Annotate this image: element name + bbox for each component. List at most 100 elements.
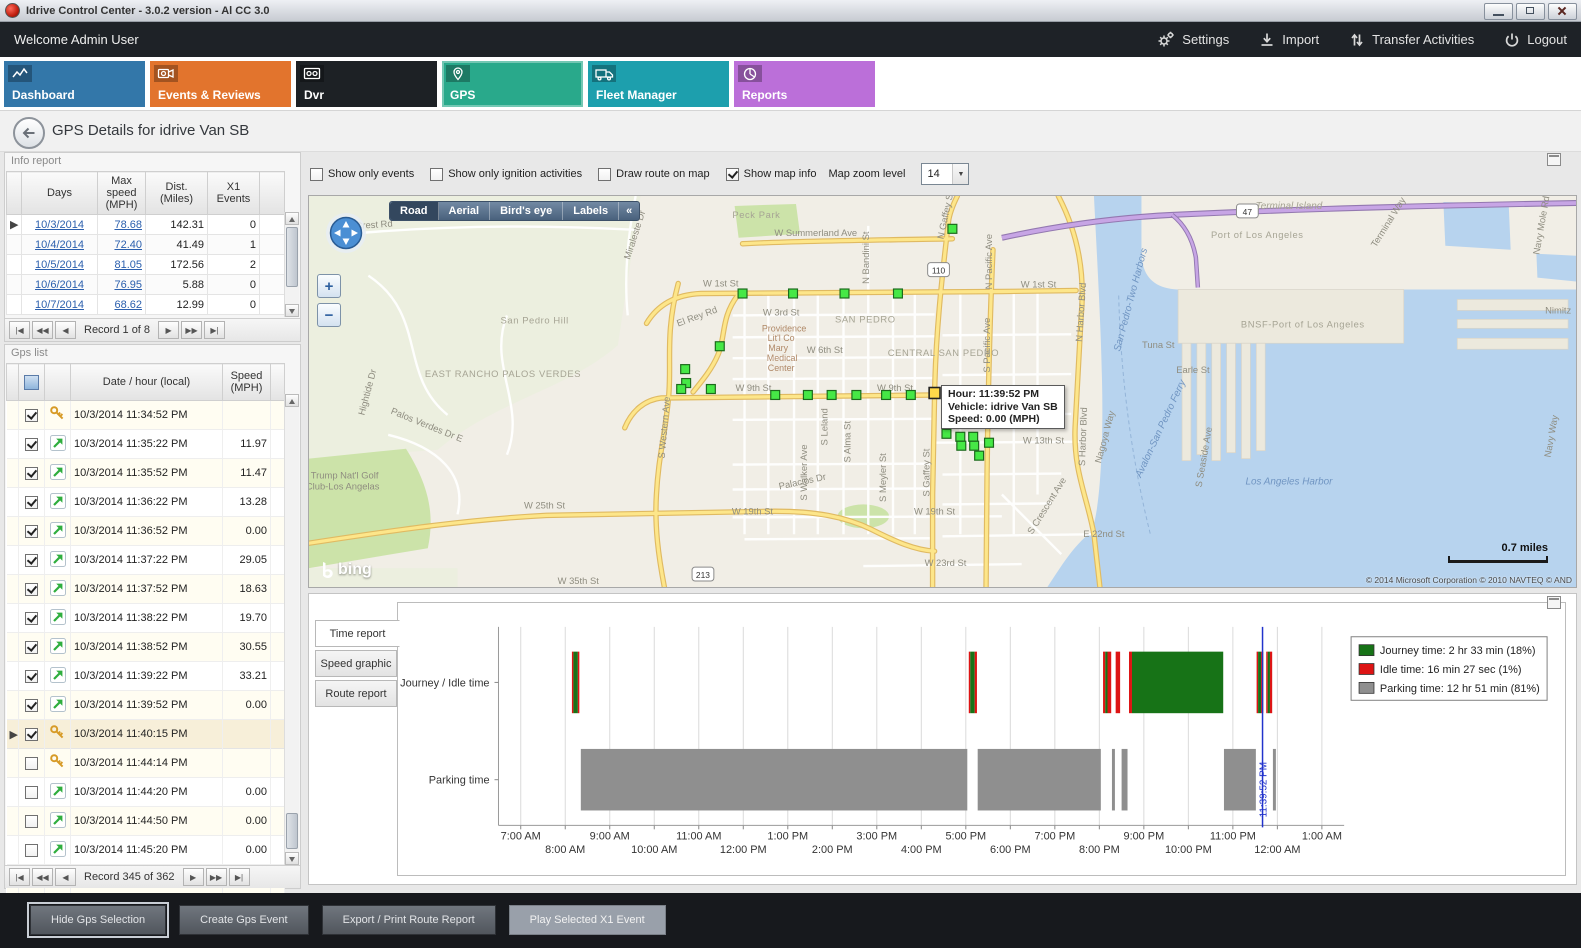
tab-gps[interactable]: GPS <box>442 61 583 107</box>
map-zoom-select[interactable]: 14 ▼ <box>921 163 970 185</box>
pager-prev-group-button[interactable]: ◀◀ <box>32 868 53 886</box>
max-speed-link[interactable]: 78.68 <box>114 218 142 231</box>
close-button[interactable] <box>1548 3 1577 20</box>
gps-marker[interactable] <box>892 288 904 299</box>
day-link[interactable]: 10/4/2014 <box>35 238 84 251</box>
gps-marker[interactable] <box>714 341 725 352</box>
day-link[interactable]: 10/3/2014 <box>35 218 84 231</box>
col-x1-events[interactable]: X1 Events <box>207 171 260 215</box>
play-selected-x1-event-button[interactable]: Play Selected X1 Event <box>508 905 666 935</box>
max-speed-link[interactable]: 68.62 <box>114 298 142 311</box>
gps-marker[interactable] <box>705 383 716 395</box>
day-link[interactable]: 10/5/2014 <box>35 258 84 271</box>
tab-fleet-manager[interactable]: Fleet Manager <box>588 61 729 107</box>
max-speed-link[interactable]: 81.05 <box>114 258 142 271</box>
scroll-down-icon[interactable] <box>285 304 299 317</box>
pager-next-group-button[interactable]: ▶▶ <box>181 321 203 339</box>
pager-first-button[interactable]: |◀ <box>9 321 30 339</box>
gps-list-scrollbar[interactable] <box>284 394 299 865</box>
map-style-road[interactable]: Road <box>390 202 439 220</box>
minimize-button[interactable] <box>1484 3 1513 20</box>
gps-marker[interactable] <box>956 440 967 451</box>
pager-next-group-button[interactable]: ▶▶ <box>205 868 227 886</box>
col-distance[interactable]: Dist. (Miles) <box>145 171 208 215</box>
gps-list-row[interactable]: 10/3/2014 11:45:20 PM 0.00 <box>6 835 285 865</box>
gps-marker[interactable] <box>969 440 980 451</box>
pager-next-button[interactable]: ▶ <box>158 321 180 339</box>
gps-list-row[interactable]: 10/3/2014 11:37:22 PM 29.05 <box>6 545 285 575</box>
row-checkbox[interactable] <box>18 487 45 517</box>
gps-list-row[interactable]: ▶ 10/3/2014 11:40:15 PM <box>6 719 285 749</box>
logout-button[interactable]: Logout <box>1504 32 1567 48</box>
scroll-up-icon[interactable] <box>285 212 299 225</box>
tab-dvr[interactable]: Dvr <box>296 61 437 107</box>
gps-list-row[interactable]: 10/3/2014 11:38:52 PM 30.55 <box>6 632 285 662</box>
row-checkbox[interactable] <box>18 632 45 662</box>
tab-reports[interactable]: Reports <box>734 61 875 107</box>
gps-marker[interactable] <box>676 383 687 395</box>
row-checkbox[interactable] <box>18 400 45 430</box>
maximize-button[interactable] <box>1516 3 1545 20</box>
pager-next-button[interactable]: ▶ <box>182 868 204 886</box>
gps-list-row[interactable]: 10/3/2014 11:36:52 PM 0.00 <box>6 516 285 546</box>
gps-list-row[interactable]: 10/3/2014 11:35:22 PM 11.97 <box>6 429 285 459</box>
gps-marker[interactable] <box>905 389 916 401</box>
import-button[interactable]: Import <box>1259 32 1319 48</box>
selected-gps-marker[interactable] <box>928 386 941 400</box>
row-checkbox[interactable] <box>18 835 45 865</box>
gps-marker[interactable] <box>802 389 813 401</box>
gps-marker[interactable] <box>787 288 799 299</box>
gps-marker[interactable] <box>974 450 985 461</box>
row-checkbox[interactable] <box>18 719 45 749</box>
gps-list-row[interactable]: 10/3/2014 11:44:50 PM 0.00 <box>6 806 285 836</box>
maximize-map-panel-button[interactable] <box>1547 153 1561 166</box>
tab-speed-graphic[interactable]: Speed graphic <box>315 650 397 677</box>
scroll-thumb[interactable] <box>286 813 298 849</box>
row-checkbox[interactable] <box>18 429 45 459</box>
max-speed-link[interactable]: 72.40 <box>114 238 142 251</box>
col-datetime[interactable]: Date / hour (local) <box>70 363 223 401</box>
row-checkbox[interactable] <box>18 777 45 807</box>
chevron-down-icon[interactable]: ▼ <box>952 164 969 184</box>
row-checkbox[interactable] <box>18 516 45 546</box>
gps-marker[interactable] <box>737 288 748 299</box>
row-checkbox[interactable] <box>18 603 45 633</box>
draw-route-on-map-checkbox[interactable]: Draw route on map <box>598 167 710 181</box>
info-report-row[interactable]: 10/7/2014 68.62 12.99 0 <box>6 294 285 315</box>
gps-list-row[interactable]: 10/3/2014 11:39:22 PM 33.21 <box>6 661 285 691</box>
row-checkbox[interactable] <box>18 458 45 488</box>
day-link[interactable]: 10/6/2014 <box>35 278 84 291</box>
tab-dashboard[interactable]: Dashboard <box>4 61 145 107</box>
gps-list-row[interactable]: 10/3/2014 11:44:14 PM <box>6 748 285 778</box>
info-report-row[interactable]: 10/6/2014 76.95 5.88 0 <box>6 274 285 295</box>
collapse-map-nav-button[interactable]: « <box>626 205 633 217</box>
zoom-in-button[interactable]: + <box>317 274 341 298</box>
gps-marker[interactable] <box>941 428 952 439</box>
map-style-birdseye[interactable]: Bird's eye <box>490 202 564 220</box>
show-only-events-checkbox[interactable]: Show only events <box>310 167 414 181</box>
export-print-route-report-button[interactable]: Export / Print Route Report <box>321 905 496 935</box>
tab-route-report[interactable]: Route report <box>315 680 397 707</box>
pager-first-button[interactable]: |◀ <box>9 868 30 886</box>
map-style-aerial[interactable]: Aerial <box>439 202 491 220</box>
row-checkbox[interactable] <box>18 748 45 778</box>
gps-marker[interactable] <box>826 389 837 401</box>
gps-marker[interactable] <box>947 223 958 234</box>
pager-last-button[interactable]: ▶| <box>204 321 226 339</box>
gps-marker[interactable] <box>955 431 966 442</box>
gps-list-row[interactable]: 10/3/2014 11:44:20 PM 0.00 <box>6 777 285 807</box>
tab-time-report[interactable]: Time report <box>315 620 400 647</box>
col-speed[interactable]: Speed (MPH) <box>222 363 271 401</box>
maximize-chart-panel-button[interactable] <box>1547 596 1561 609</box>
day-link[interactable]: 10/7/2014 <box>35 298 84 311</box>
gps-marker[interactable] <box>983 437 995 448</box>
map-style-labels[interactable]: Labels <box>563 202 620 220</box>
gps-marker[interactable] <box>968 431 979 442</box>
gps-list-row[interactable]: 10/3/2014 11:37:52 PM 18.63 <box>6 574 285 604</box>
gps-marker[interactable] <box>851 389 862 401</box>
zoom-out-button[interactable]: − <box>317 303 341 327</box>
gps-list-row[interactable]: 10/3/2014 11:36:22 PM 13.28 <box>6 487 285 517</box>
pager-last-button[interactable]: ▶| <box>228 868 250 886</box>
create-gps-event-button[interactable]: Create Gps Event <box>179 905 309 935</box>
transfer-activities-button[interactable]: Transfer Activities <box>1349 32 1474 48</box>
